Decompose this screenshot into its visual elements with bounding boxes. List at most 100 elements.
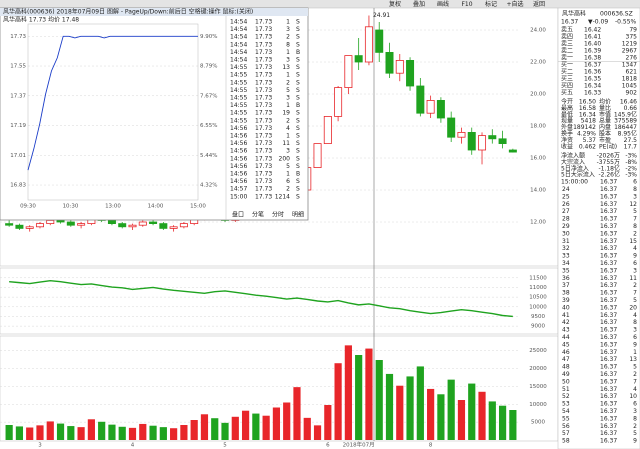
trade-time: 14:55 — [230, 72, 247, 79]
time-tick-label: 10:30 — [63, 204, 79, 210]
trade-price: 17.73 — [255, 79, 272, 86]
trade-price: 17.73 — [255, 140, 272, 147]
trade-time: 14:56 — [230, 155, 247, 162]
trade-volume: 1214 — [275, 193, 290, 200]
stat-value: 186447 — [614, 124, 637, 131]
x-tick-label: 6 — [326, 443, 330, 449]
flow-pct: -3% — [625, 153, 637, 160]
trade-time: 14:55 — [230, 110, 247, 117]
tick-price: 16.37 — [600, 312, 617, 319]
book-volume: 902 — [626, 90, 638, 97]
flow-value: -2026万 — [597, 153, 620, 160]
volume-bar — [108, 424, 116, 440]
tick-price: 16.37 — [600, 401, 617, 408]
trade-price: 17.73 — [255, 193, 272, 200]
tick-index: 43 — [562, 327, 570, 334]
popup-titlebar — [0, 8, 308, 16]
stat-label: 收益 — [561, 142, 573, 150]
candle-body — [56, 219, 65, 223]
y-tick-label: 14.00 — [530, 188, 546, 194]
trade-volume: 5 — [286, 163, 290, 170]
book-label: 卖五 — [561, 27, 573, 34]
trade-volume: 1 — [286, 102, 290, 109]
candle-body — [138, 221, 147, 226]
candle-body — [179, 223, 188, 228]
stat-value: 27.5 — [624, 137, 638, 144]
book-volume: 621 — [626, 69, 638, 76]
price-tick-label: 17.55 — [10, 64, 26, 70]
candle-body — [15, 224, 24, 229]
candle-body — [128, 224, 137, 228]
trade-price: 17.73 — [255, 171, 272, 178]
trade-flag: S — [296, 64, 300, 71]
popup-tab: 分笔 — [252, 211, 264, 219]
tick-index: 53 — [562, 401, 570, 408]
trade-volume: 6 — [286, 178, 290, 185]
tick-index: 41 — [562, 312, 570, 319]
trade-flag: S — [296, 19, 300, 26]
tick-index: 39 — [562, 297, 570, 304]
flow-value: -2.26亿 — [598, 171, 620, 179]
candle-body — [395, 60, 404, 74]
candle-body — [25, 226, 34, 229]
y-tick-label: 16.00 — [530, 156, 546, 162]
volume-bar — [26, 427, 34, 440]
candle-body — [149, 221, 158, 224]
candle-body — [436, 100, 445, 119]
trade-flag: S — [296, 41, 300, 48]
tick-volume: 3 — [633, 193, 637, 200]
trade-time: 14:55 — [230, 117, 247, 124]
book-price: 16.33 — [584, 90, 601, 97]
tick-price: 16.37 — [600, 341, 617, 348]
volume-bar — [324, 405, 332, 440]
trade-flag: S — [296, 125, 300, 132]
tick-index: 48 — [562, 364, 570, 371]
trade-volume: 8 — [286, 41, 290, 48]
tick-volume: 2 — [633, 230, 637, 237]
tick-volume: 1 — [633, 349, 637, 356]
stat-value: 0.462 — [579, 143, 596, 150]
y-tick-label: 9000 — [531, 324, 545, 330]
volume-bar — [468, 383, 476, 440]
tick-volume: 6 — [633, 334, 637, 341]
volume-bar — [437, 394, 445, 440]
toolbar-tab: 复权 — [389, 0, 401, 8]
y-tick-label: 11500 — [529, 275, 547, 281]
volume-bar — [190, 420, 198, 440]
stat-value: 189142 — [573, 124, 596, 131]
tick-volume: 4 — [633, 312, 637, 319]
volume-bar — [139, 423, 147, 440]
stat-value: 16.58 — [579, 105, 596, 112]
book-volume: 1818 — [622, 76, 637, 83]
intraday-line — [27, 35, 198, 171]
tick-price: 16.37 — [600, 253, 617, 260]
tick-volume: 5 — [633, 297, 637, 304]
popup-title: 风华高科(000636) 2018年07月09日 图解 - PageUp/Dow… — [3, 8, 253, 16]
trade-volume: 3 — [286, 95, 290, 102]
volume-bar — [478, 391, 486, 440]
flow-pct: -8% — [625, 159, 637, 166]
volume-bar — [118, 426, 126, 440]
trade-time: 14:56 — [230, 148, 247, 155]
candle-body — [498, 138, 507, 145]
volume-bar — [5, 425, 13, 440]
volume-bar — [128, 427, 137, 440]
candle-body — [35, 223, 44, 228]
volume-bar — [252, 413, 260, 440]
tick-index: 29 — [562, 223, 570, 230]
tick-volume: 4 — [633, 386, 637, 393]
toolbar-tab: 返回 — [533, 1, 545, 8]
tick-index: 47 — [562, 356, 570, 363]
candle-body — [334, 87, 343, 117]
stat-value: 375589 — [614, 118, 637, 125]
tick-index: 30 — [562, 230, 570, 237]
flow-label: 5日净流入 — [561, 164, 589, 172]
y-tick-label: 10000 — [529, 304, 547, 310]
tick-volume: 20 — [629, 304, 637, 311]
trade-flag: S — [296, 148, 300, 155]
tick-price: 16.37 — [600, 193, 617, 200]
volume-bar — [15, 426, 24, 440]
candle-body — [447, 117, 456, 138]
tick-index: 24 — [562, 186, 570, 193]
